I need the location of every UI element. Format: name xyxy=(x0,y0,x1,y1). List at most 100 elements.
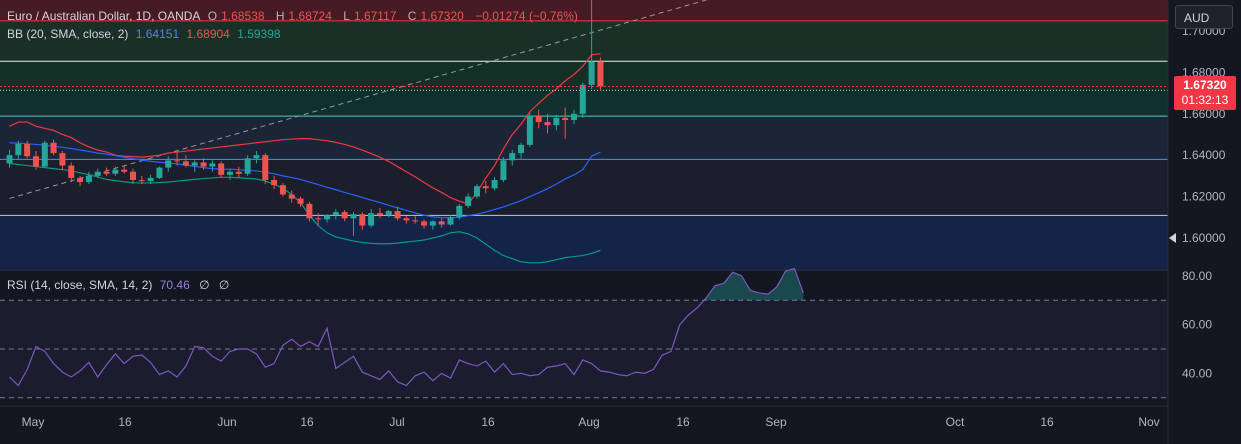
level-zone xyxy=(0,20,1168,62)
rsi-label[interactable]: RSI (14, close, SMA, 14, 2) xyxy=(7,278,153,292)
candle xyxy=(235,166,242,178)
candle xyxy=(421,219,428,229)
candle xyxy=(570,109,577,125)
time-axis-ticks: May 16 Jun 16 Jul 16 Aug 16 Sep Oct 16 Nov xyxy=(22,415,1160,429)
rsi-legend[interactable]: RSI (14, close, SMA, 14, 2) 70.46 ∅ ∅ xyxy=(7,278,229,292)
time-axis[interactable]: May 16 Jun 16 Jul 16 Aug 16 Sep Oct 16 Nov xyxy=(0,405,1168,429)
candle-body xyxy=(544,122,551,126)
candle xyxy=(562,107,569,139)
candle xyxy=(209,160,216,172)
candle-body xyxy=(279,185,286,195)
candle-body xyxy=(103,171,110,174)
candle xyxy=(218,161,225,178)
scroll-left-handle[interactable] xyxy=(1169,233,1176,243)
rsi-value: 70.46 xyxy=(159,278,190,292)
candle-body xyxy=(509,153,516,161)
candle-body xyxy=(403,218,410,221)
candle xyxy=(579,82,586,118)
price-tick-label: 1.60000 xyxy=(1182,231,1226,245)
price-axis[interactable]: 1.700001.680001.660001.640001.620001.600… xyxy=(1167,0,1241,444)
candle xyxy=(526,112,533,147)
candle-body xyxy=(218,163,225,175)
candle xyxy=(350,212,357,236)
candle-body xyxy=(77,177,84,183)
candle xyxy=(535,109,542,129)
candle-body xyxy=(570,113,577,121)
rsi-pane[interactable] xyxy=(0,267,1168,399)
candle xyxy=(85,171,92,185)
price-tick-label: 1.64000 xyxy=(1182,148,1226,162)
currency-button[interactable]: AUD xyxy=(1175,5,1233,29)
close-value: 1.67320 xyxy=(420,9,464,23)
level-zone xyxy=(0,0,1168,21)
candle xyxy=(324,214,331,223)
candle xyxy=(262,153,269,185)
time-tick-label: Nov xyxy=(1138,415,1159,429)
candle xyxy=(500,157,507,183)
price-tick-label: 1.68000 xyxy=(1182,65,1226,79)
candle-body xyxy=(41,142,48,167)
candle-body xyxy=(526,115,533,145)
candle-body xyxy=(473,186,480,197)
candle xyxy=(112,166,119,176)
candle-body xyxy=(112,169,119,174)
candle-body xyxy=(85,175,92,183)
candle xyxy=(156,166,163,179)
candle-body xyxy=(129,171,136,181)
candle-body xyxy=(15,143,22,156)
candle xyxy=(544,113,551,134)
candle xyxy=(394,206,401,221)
candle-body xyxy=(535,115,542,123)
candle-body xyxy=(491,180,498,189)
candle xyxy=(191,160,198,172)
time-tick-label: 16 xyxy=(481,415,495,429)
candle-body xyxy=(332,212,339,216)
last-price-tag: 1.67320 01:32:13 xyxy=(1174,76,1236,111)
time-tick-label: Jun xyxy=(217,415,236,429)
candle xyxy=(182,155,189,168)
candle xyxy=(447,215,454,226)
candle xyxy=(456,203,463,220)
candle xyxy=(6,150,13,168)
rsi-tick-label: 60.00 xyxy=(1182,318,1212,332)
high-value: 1.68724 xyxy=(288,9,332,23)
candle xyxy=(121,165,128,174)
candle xyxy=(491,176,498,191)
candle-body xyxy=(121,169,128,172)
symbol-legend[interactable]: Euro / Australian Dollar, 1D, OANDA O 1.6… xyxy=(7,9,582,23)
candle xyxy=(271,175,278,190)
candle xyxy=(473,184,480,199)
close-label: C xyxy=(407,9,417,23)
candle xyxy=(359,212,366,230)
candle xyxy=(597,57,604,91)
bb-legend[interactable]: BB (20, SMA, close, 2) 1.64151 1.68904 1… xyxy=(7,27,285,41)
rsi-overbought-fill xyxy=(704,268,804,301)
time-tick-label: 16 xyxy=(676,415,690,429)
bb-upper-line xyxy=(9,53,601,205)
symbol-title[interactable]: Euro / Australian Dollar, 1D, OANDA xyxy=(7,9,201,23)
candle xyxy=(412,216,419,224)
candle-body xyxy=(253,155,260,159)
rsi-extra-value: ∅ xyxy=(218,278,230,292)
candle xyxy=(403,216,410,224)
candle xyxy=(429,220,436,230)
candle-body xyxy=(518,144,525,154)
level-zone xyxy=(0,116,1168,160)
candle-body xyxy=(200,162,207,167)
candle xyxy=(94,168,101,178)
main-pane[interactable] xyxy=(0,0,1168,269)
candle xyxy=(482,181,489,194)
candle-body xyxy=(429,221,436,226)
candle xyxy=(297,196,304,207)
candle xyxy=(588,0,595,89)
candle-body xyxy=(271,180,278,186)
bb-basis-value: 1.64151 xyxy=(135,27,180,41)
candle-body xyxy=(553,117,560,126)
candle xyxy=(68,162,75,183)
candle-body xyxy=(297,198,304,204)
horizontal-levels xyxy=(0,20,1168,216)
trendline[interactable] xyxy=(9,0,760,199)
bb-label[interactable]: BB (20, SMA, close, 2) xyxy=(7,27,129,41)
open-value: 1.68538 xyxy=(221,9,265,23)
